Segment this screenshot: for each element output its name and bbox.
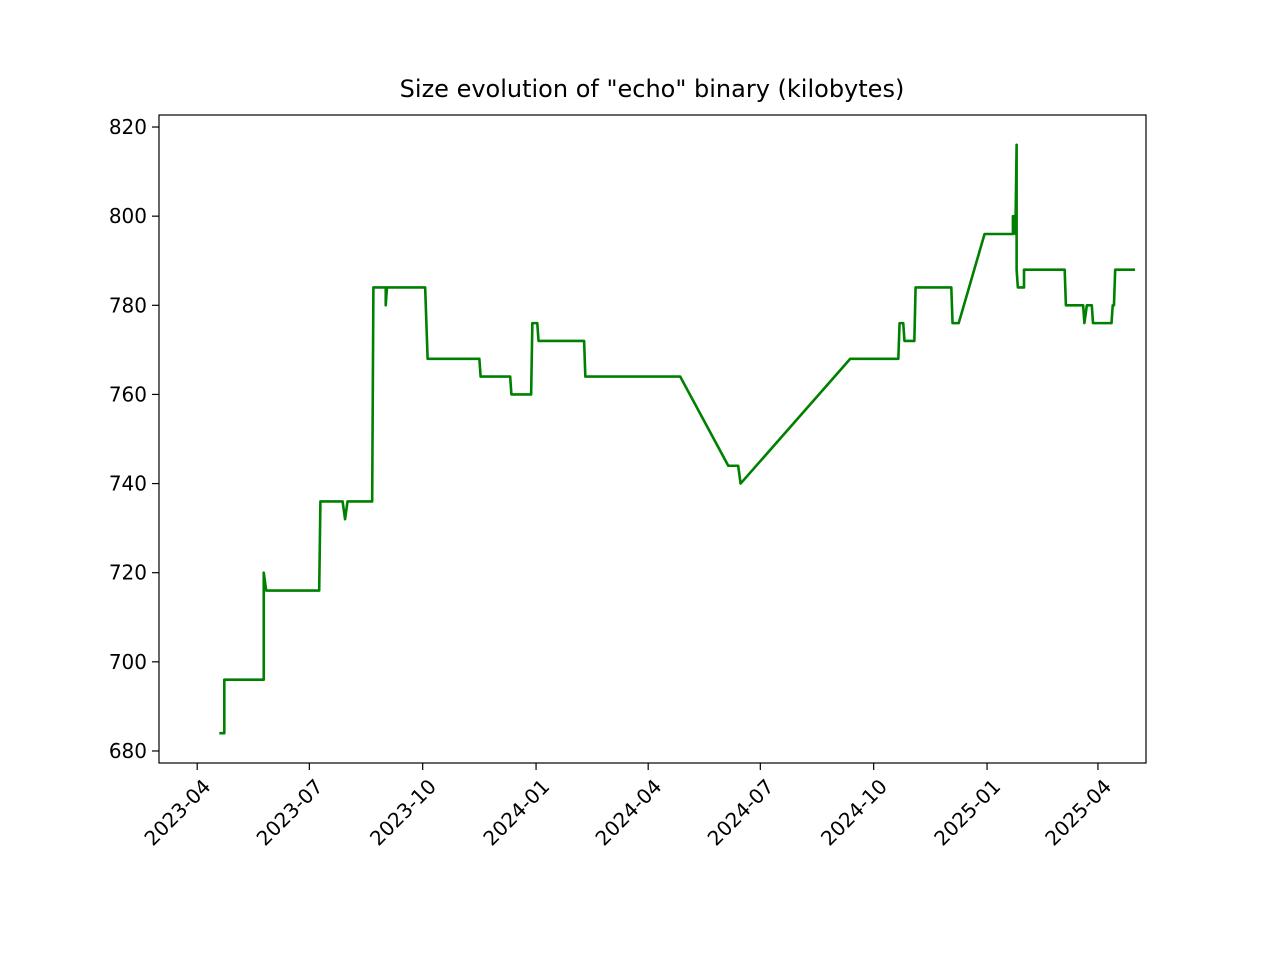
y-tick-label: 700 — [109, 650, 147, 674]
plot-frame — [158, 114, 1147, 764]
y-tick-label: 760 — [109, 382, 147, 406]
y-tick-label: 820 — [109, 115, 147, 139]
y-axis: 680 700 720 740 760 780 800 820 — [109, 115, 159, 763]
y-tick-label: 800 — [109, 204, 147, 228]
chart-title: Size evolution of "echo" binary (kilobyt… — [400, 75, 905, 103]
y-tick-label: 740 — [109, 472, 147, 496]
series-line-echo — [219, 143, 1135, 735]
y-tick-label: 780 — [109, 293, 147, 317]
y-tick-label: 720 — [109, 561, 147, 585]
plot-area-background — [159, 115, 1146, 763]
y-tick-label: 680 — [109, 739, 147, 763]
series-layer — [219, 143, 1135, 735]
